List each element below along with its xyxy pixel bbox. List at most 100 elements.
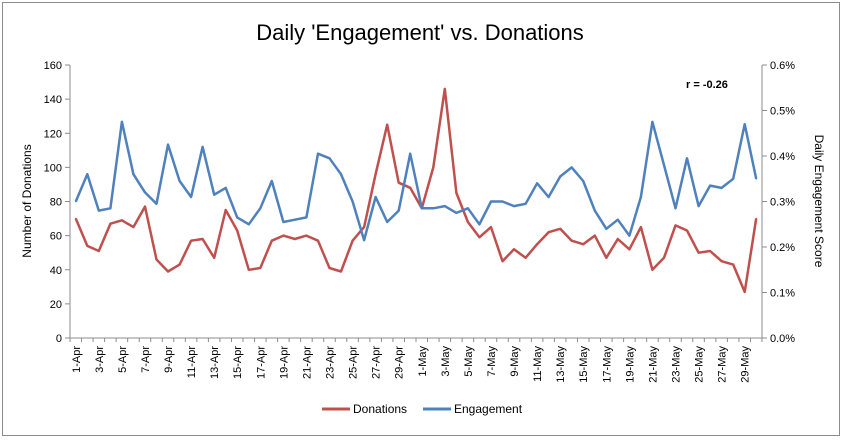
data-point-engagement [294,218,296,221]
y-tick-label: 160 [44,60,62,72]
x-tick-label: 17-Apr [255,346,267,379]
data-point-engagement [432,207,435,210]
y-tick-label: 100 [44,162,62,174]
data-point-donations [167,270,169,273]
x-tick-label: 19-May [624,346,636,383]
data-point-donations [628,248,631,251]
x-tick-label: 3-Apr [94,346,106,373]
x-tick-label: 27-May [717,346,729,383]
y-tick-label: 20 [50,299,62,311]
data-point-donations [651,269,654,271]
data-point-donations [317,239,319,242]
data-point-engagement [109,207,112,210]
data-point-engagement [478,223,481,226]
y2-tick-label: 0.1% [770,288,795,300]
data-point-donations [248,269,250,271]
x-tick-label: 9-May [509,346,521,377]
data-point-engagement [305,216,308,219]
x-tick-label: 1-Apr [71,346,83,373]
data-point-donations [294,238,296,240]
data-point-engagement [617,218,619,221]
data-point-donations [155,258,158,261]
data-point-engagement [536,182,538,185]
data-point-donations [547,231,550,233]
data-point-donations [305,234,308,237]
data-point-engagement [421,207,423,210]
data-point-engagement [190,196,192,198]
data-point-engagement [351,200,354,203]
data-point-engagement [663,164,665,166]
correlation-annotation: r = -0.26 [686,79,728,91]
data-point-donations [686,229,688,232]
x-tick-label: 7-May [486,346,498,377]
data-point-donations [697,251,700,254]
data-point-engagement [363,239,365,241]
y2-tick-label: 0.0% [770,333,795,345]
y-tick-label: 80 [50,197,62,209]
data-point-engagement [132,173,135,175]
x-tick-label: 29-May [740,346,752,383]
series-line-engagement [74,120,758,242]
y2-axis-label: Daily Engagement Score [812,135,826,268]
data-point-donations [709,250,711,252]
data-point-donations [190,239,192,242]
data-point-engagement [340,173,342,175]
data-point-engagement [224,187,227,189]
y2-tick-label: 0.3% [770,197,795,209]
data-point-donations [144,205,146,208]
data-point-donations [570,239,573,242]
y2-tick-label: 0.6% [770,60,795,72]
data-point-engagement [282,221,285,223]
data-point-donations [582,243,584,245]
x-tick-label: 21-Apr [301,346,313,379]
data-point-donations [444,88,446,90]
x-tick-label: 25-Apr [348,346,360,379]
data-point-engagement [455,212,458,214]
data-point-engagement [144,191,146,194]
y-axis-label: Number of Donations [20,144,34,257]
data-point-engagement [467,207,469,210]
legend: Donations Engagement [322,402,523,416]
series-points-donations [75,88,757,293]
data-point-engagement [397,209,400,212]
y2-tick-label: 0.4% [770,151,795,163]
data-point-engagement [490,200,492,203]
x-tick-label: 13-Apr [209,346,221,379]
data-point-engagement [155,203,158,205]
data-point-donations [121,219,123,222]
data-point-donations [259,267,262,269]
data-point-donations [743,291,746,293]
x-tick-label: 9-Apr [163,346,175,373]
data-point-engagement [178,180,181,182]
data-point-engagement [674,207,677,210]
data-point-donations [674,224,677,227]
data-point-engagement [374,196,377,198]
data-point-engagement [686,157,688,160]
x-tick-label: 27-Apr [371,346,383,379]
data-point-engagement [582,180,584,182]
data-point-donations [178,263,181,266]
data-point-donations [640,226,642,228]
series-layer [74,87,758,294]
data-point-engagement [732,178,734,180]
data-point-donations [536,243,538,245]
data-point-donations [617,238,619,240]
data-point-engagement [720,187,723,189]
data-point-donations [109,222,112,225]
data-point-donations [455,192,458,194]
data-point-engagement [594,209,596,212]
y2-tick-label: 0.5% [770,106,795,118]
axes-group: 0 20 40 60 80 100 120 140 160 0.0% 0.1% 0.2% 0.3% 0.4… [44,60,796,383]
x-tick-label: 5-Apr [117,346,129,373]
data-point-engagement [570,166,573,169]
data-point-donations [363,226,365,228]
data-point-engagement [201,146,204,148]
data-point-donations [374,173,377,175]
data-point-donations [720,260,723,263]
data-point-engagement [697,205,700,207]
series-line-donations [74,87,758,294]
legend-engagement-label: Engagement [454,402,523,416]
x-tick-label: 11-May [532,346,544,382]
data-point-engagement [628,234,631,237]
data-point-donations [490,226,492,228]
